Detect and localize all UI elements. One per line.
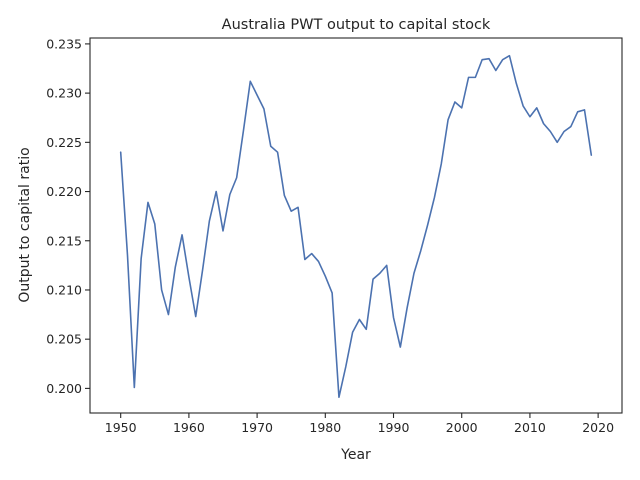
y-tick-label: 0.230 xyxy=(46,86,82,101)
plot-area: 1950 1960 1970 1980 1990 2000 2010 2020 0.200 0.2… xyxy=(46,36,623,435)
x-tick-label: 2010 xyxy=(514,420,546,435)
y-tick-label: 0.220 xyxy=(46,184,82,199)
x-tick-label: 1950 xyxy=(105,420,137,435)
y-tick-label: 0.225 xyxy=(46,135,82,150)
y-tick-label: 0.205 xyxy=(46,332,82,347)
x-tick-label: 2020 xyxy=(582,420,614,435)
x-tick-label: 2000 xyxy=(446,420,478,435)
y-tick-label: 0.235 xyxy=(46,36,82,51)
x-axis-label: Year xyxy=(340,447,371,463)
plot-frame xyxy=(89,37,623,414)
x-tick-label: 1960 xyxy=(173,420,205,435)
x-tick-label: 1990 xyxy=(378,420,410,435)
y-tick-label: 0.200 xyxy=(46,381,82,396)
y-tick-label: 0.210 xyxy=(46,282,82,297)
y-axis-label: Output to capital ratio xyxy=(17,147,33,302)
y-tick-label: 0.215 xyxy=(46,233,82,248)
x-tick-label: 1970 xyxy=(241,420,273,435)
series-line xyxy=(119,54,593,399)
chart-title: Australia PWT output to capital stock xyxy=(222,17,491,33)
x-tick-label: 1980 xyxy=(309,420,341,435)
